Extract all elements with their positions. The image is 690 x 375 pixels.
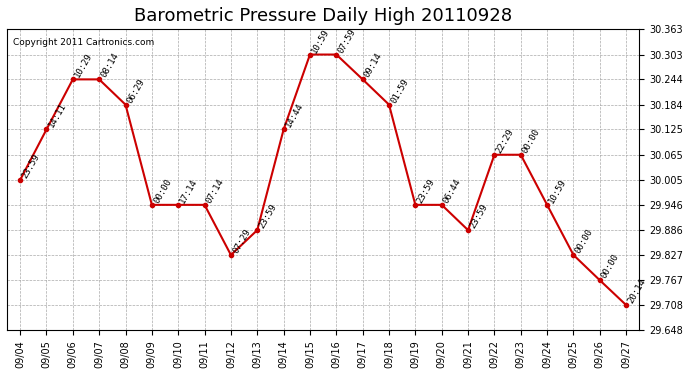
Text: 23:59: 23:59	[20, 152, 41, 180]
Text: 10:59: 10:59	[547, 177, 569, 205]
Text: 10:29: 10:29	[73, 52, 94, 80]
Text: 06:44: 06:44	[442, 177, 463, 205]
Text: 14:44: 14:44	[284, 102, 305, 129]
Text: 10:59: 10:59	[310, 27, 331, 54]
Text: 14:11: 14:11	[46, 102, 68, 129]
Text: 20:14: 20:14	[626, 277, 647, 305]
Text: 07:59: 07:59	[336, 27, 357, 54]
Text: 23:59: 23:59	[257, 202, 279, 230]
Text: 06:29: 06:29	[126, 77, 147, 105]
Text: 00:00: 00:00	[600, 252, 621, 280]
Text: 08:14: 08:14	[99, 52, 120, 80]
Text: 09:14: 09:14	[363, 52, 384, 80]
Text: 07:14: 07:14	[204, 177, 226, 205]
Text: 23:59: 23:59	[468, 202, 489, 230]
Text: 00:00: 00:00	[521, 127, 542, 155]
Text: 17:14: 17:14	[178, 177, 199, 205]
Text: 23:59: 23:59	[415, 177, 437, 205]
Text: Copyright 2011 Cartronics.com: Copyright 2011 Cartronics.com	[13, 38, 155, 47]
Text: 00:00: 00:00	[573, 227, 595, 255]
Text: 22:29: 22:29	[495, 127, 515, 155]
Text: 07:29: 07:29	[231, 227, 252, 255]
Title: Barometric Pressure Daily High 20110928: Barometric Pressure Daily High 20110928	[134, 7, 512, 25]
Text: 00:00: 00:00	[152, 177, 173, 205]
Text: 01:59: 01:59	[389, 77, 411, 105]
